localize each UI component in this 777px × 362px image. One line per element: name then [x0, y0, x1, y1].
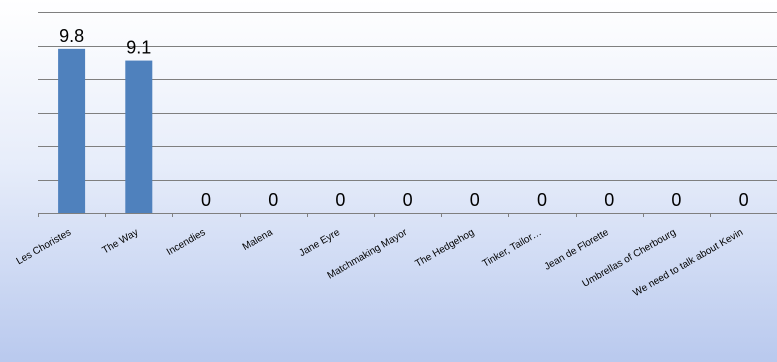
bar [125, 60, 153, 214]
data-label: 0 [537, 190, 547, 210]
bar [58, 48, 86, 213]
data-label: 0 [470, 190, 480, 210]
data-label: 0 [671, 190, 681, 210]
data-label: 9.1 [126, 38, 151, 58]
data-label: 0 [739, 190, 749, 210]
data-label: 0 [403, 190, 413, 210]
data-label: 0 [201, 190, 211, 210]
data-label: 9.8 [59, 26, 84, 46]
data-label: 0 [268, 190, 278, 210]
data-label: 0 [604, 190, 614, 210]
data-label: 0 [335, 190, 345, 210]
